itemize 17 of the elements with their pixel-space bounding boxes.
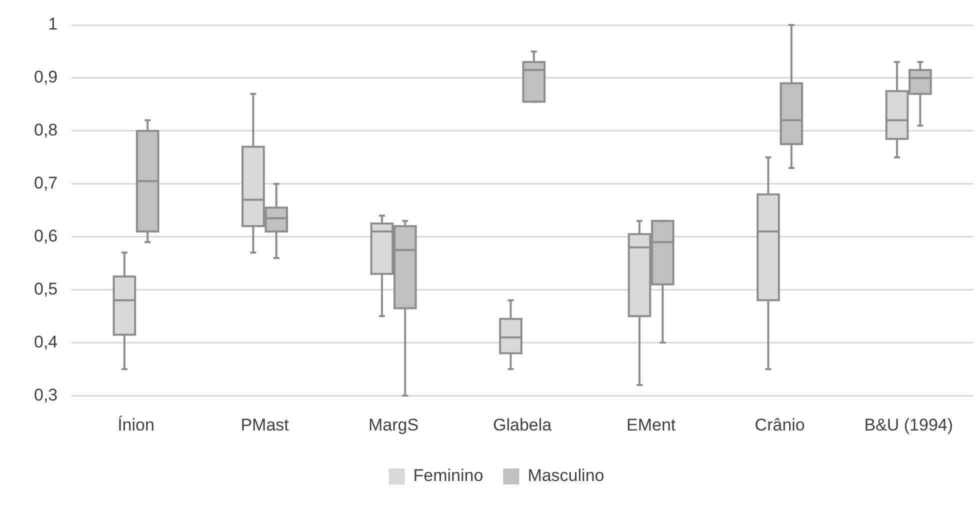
y-tick-label: 0,6	[34, 226, 58, 246]
legend-label: Masculino	[528, 466, 604, 486]
legend-label: Feminino	[413, 466, 484, 486]
x-tick-label: PMast	[240, 415, 290, 434]
x-tick-label: B&U (1994)	[864, 415, 954, 434]
y-tick-label: 1	[48, 14, 58, 34]
x-tick-label: Ínion	[118, 415, 154, 434]
y-tick-label: 0,8	[34, 120, 58, 140]
y-tick-label: 0,9	[34, 68, 58, 87]
y-tick-label: 0,7	[34, 174, 58, 193]
y-tick-label: 0,4	[34, 332, 58, 352]
x-tick-label: Glabela	[493, 415, 552, 434]
y-tick-label: 0,5	[34, 279, 58, 298]
x-tick-label: MargS	[368, 415, 419, 434]
y-tick-label: 0,3	[34, 385, 58, 404]
x-tick-label: EMent	[626, 415, 676, 434]
x-tick-label: Crânio	[754, 415, 805, 434]
